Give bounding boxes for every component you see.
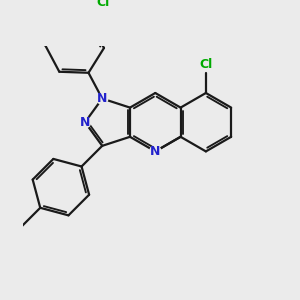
Text: N: N <box>150 145 160 158</box>
Circle shape <box>150 146 161 157</box>
Text: Cl: Cl <box>199 58 212 70</box>
Circle shape <box>97 93 108 104</box>
Text: Cl: Cl <box>96 0 109 9</box>
Text: N: N <box>80 116 90 129</box>
Text: N: N <box>97 92 107 105</box>
Circle shape <box>80 117 91 128</box>
